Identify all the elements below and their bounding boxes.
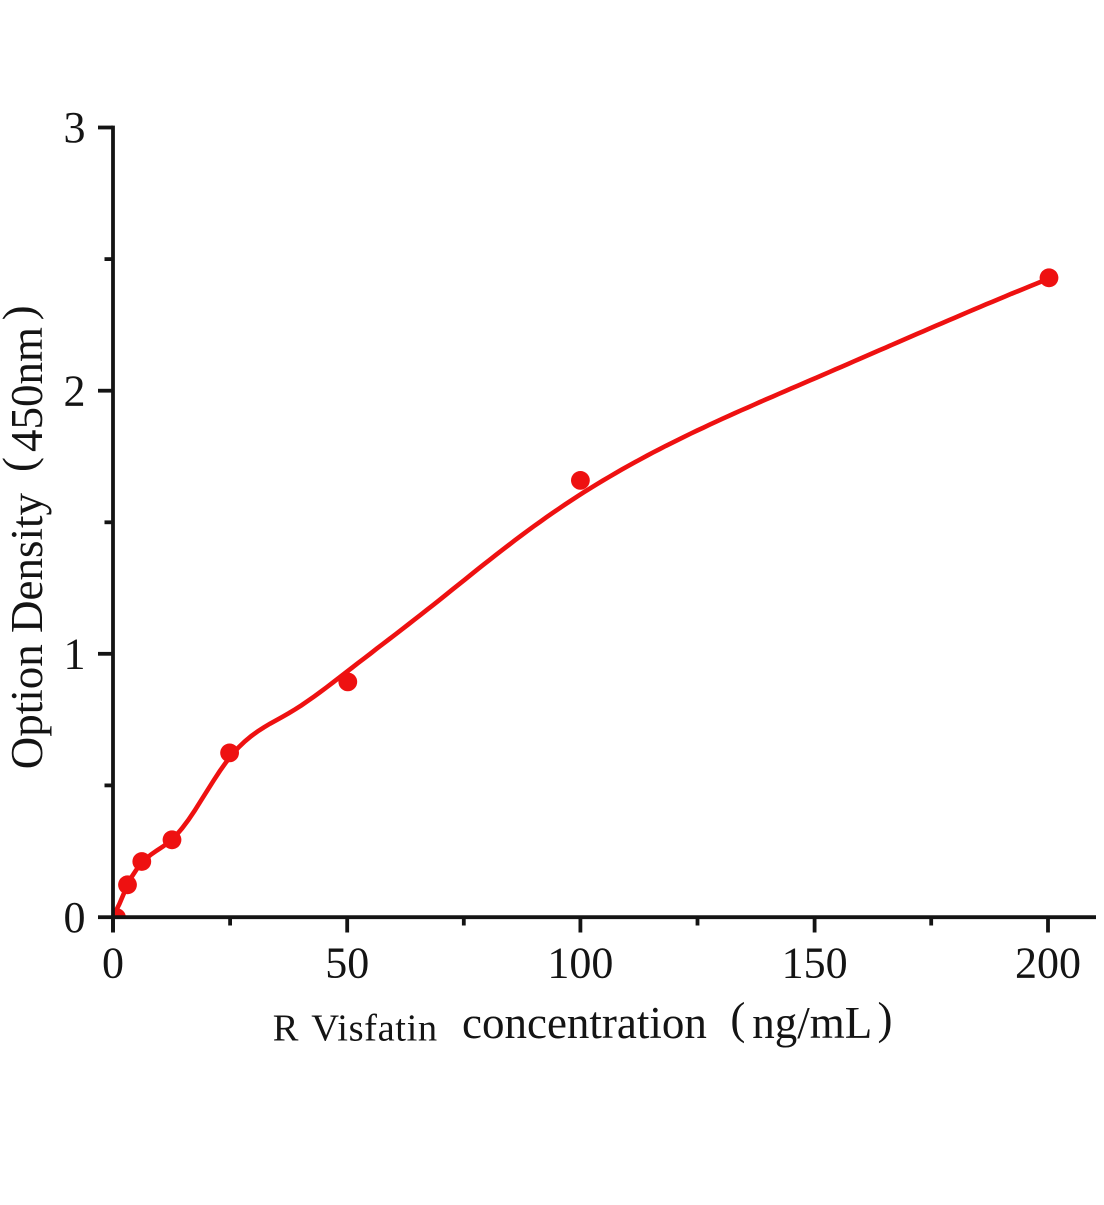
svg-text:100: 100 xyxy=(547,939,613,988)
svg-text:Option Density(450nm): Option Density(450nm) xyxy=(0,305,52,769)
svg-text:50: 50 xyxy=(325,939,369,988)
svg-text:2: 2 xyxy=(64,366,86,415)
svg-text:150: 150 xyxy=(782,939,848,988)
svg-text:1: 1 xyxy=(64,630,86,679)
svg-text:ng/mL: ng/mL xyxy=(752,998,872,1048)
svg-text:concentration: concentration xyxy=(462,998,707,1048)
svg-text:0: 0 xyxy=(64,893,86,942)
svg-text:Visfatin: Visfatin xyxy=(311,1008,438,1050)
svg-text:R: R xyxy=(273,1008,299,1050)
svg-text:200: 200 xyxy=(1015,939,1081,988)
svg-text:(: ( xyxy=(730,994,745,1044)
svg-text:0: 0 xyxy=(102,939,124,988)
svg-text:): ) xyxy=(878,994,893,1044)
svg-text:3: 3 xyxy=(64,103,86,152)
